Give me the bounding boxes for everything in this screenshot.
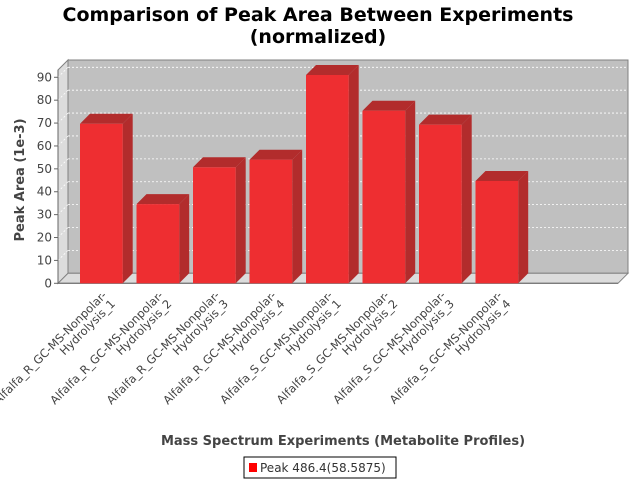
bar <box>419 124 462 284</box>
bar-top <box>80 113 133 124</box>
plot-left-wall <box>57 58 69 285</box>
y-tick-label: 0 <box>44 276 52 290</box>
chart-title-line-2: (normalized) <box>250 26 387 48</box>
y-tick-label: 50 <box>37 162 52 176</box>
bar <box>249 159 293 284</box>
chart-title-line-1: Comparison of Peak Area Between Experime… <box>63 4 574 26</box>
bar-top <box>362 100 416 111</box>
bar <box>475 180 519 284</box>
bar <box>136 204 180 284</box>
bar <box>80 123 123 284</box>
bar-side <box>518 170 529 284</box>
y-tick-label: 30 <box>37 208 52 222</box>
y-tick-label: 90 <box>37 70 52 84</box>
bar-side <box>292 149 303 284</box>
legend-swatch <box>249 463 257 472</box>
bar-side <box>179 194 190 284</box>
bar-side <box>122 113 133 284</box>
y-tick-label: 60 <box>37 139 52 153</box>
bar-side <box>405 100 416 284</box>
bar-top <box>193 157 246 168</box>
bar-side <box>348 65 359 284</box>
bar-top <box>419 114 472 125</box>
y-axis-label: Peak Area (1e-3) <box>13 118 28 241</box>
bar-top <box>475 170 529 181</box>
y-tick-label: 20 <box>37 231 52 245</box>
y-tick-label: 40 <box>37 185 52 199</box>
bar <box>193 167 236 284</box>
y-tick-label: 70 <box>37 116 52 130</box>
legend-label: Peak 486.4(58.5875) <box>260 461 386 475</box>
bar <box>362 110 406 284</box>
y-tick-label: 10 <box>37 253 52 267</box>
bar <box>306 75 349 284</box>
bar-side <box>235 157 246 284</box>
bar-top <box>249 149 303 160</box>
plot-area: 0102030405060708090Alfalfa_R_GC-MS-Nonpo… <box>0 58 630 407</box>
bar-side <box>461 114 472 284</box>
legend: Peak 486.4(58.5875) <box>243 456 397 479</box>
x-axis-label: Mass Spectrum Experiments (Metabolite Pr… <box>161 434 525 449</box>
bar-top <box>306 65 359 76</box>
bar-top <box>136 194 190 205</box>
y-tick-label: 80 <box>37 93 52 107</box>
